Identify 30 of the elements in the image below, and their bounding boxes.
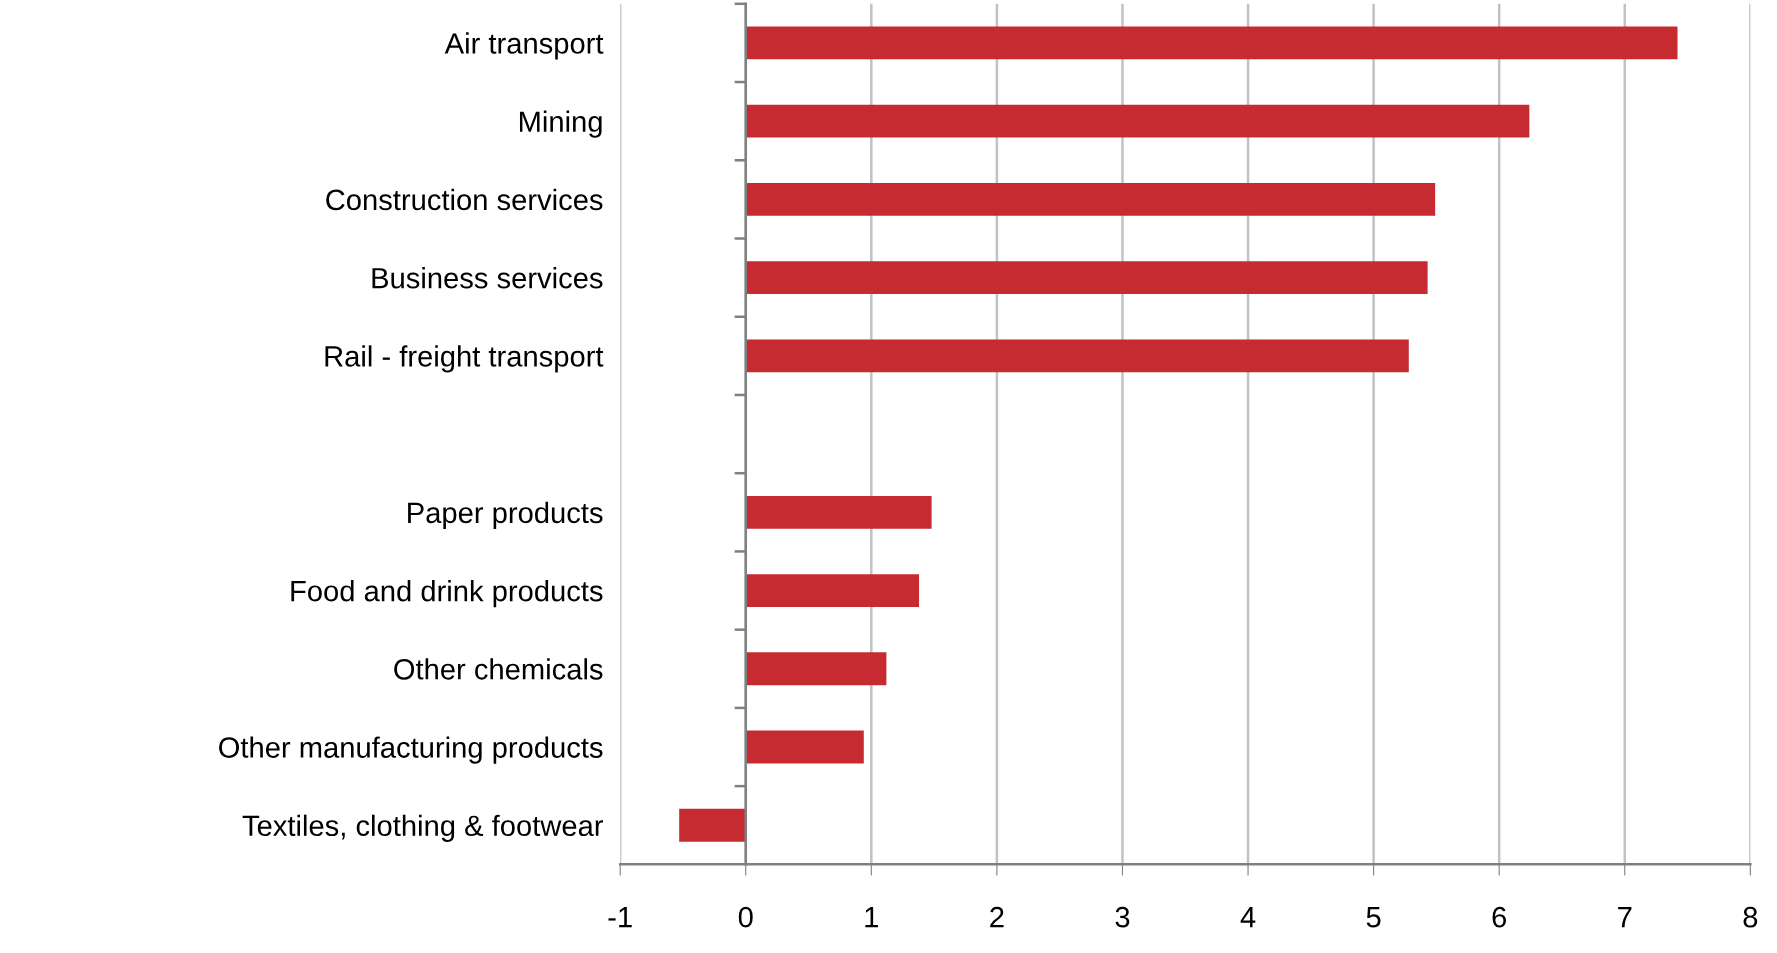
x-tick-label: -1 — [608, 907, 632, 928]
x-tick-label: 3 — [1115, 906, 1130, 928]
x-tick-label: 6 — [1492, 906, 1507, 928]
bar — [745, 730, 864, 764]
y-tick-label: Paper products — [408, 501, 603, 529]
y-tick-label: Business services — [372, 267, 603, 289]
bar — [745, 339, 1409, 373]
y-tick-label: Food and drink products — [291, 579, 603, 608]
x-tick-label: 8 — [1743, 906, 1758, 928]
y-tick-label: Other manufacturing products — [219, 736, 603, 764]
bar — [745, 26, 1678, 60]
bar — [745, 574, 920, 607]
bar — [745, 104, 1530, 138]
y-tick-label: Mining — [519, 110, 602, 138]
x-tick-label: 7 — [1618, 907, 1632, 928]
y-tick-label: Air transport — [444, 32, 604, 60]
bar — [745, 652, 887, 686]
y-tick-label: Construction services — [326, 188, 603, 211]
x-tick-label: 0 — [738, 906, 753, 928]
y-tick-label: Other chemicals — [394, 658, 603, 680]
bar — [745, 182, 1436, 216]
y-tick-label: Textiles, clothing & footwear — [242, 814, 604, 842]
x-tick-label: 5 — [1366, 907, 1381, 928]
x-tick-label: 4 — [1240, 907, 1256, 928]
bar — [679, 808, 746, 842]
y-tick-label: Rail - freight transport — [325, 345, 604, 373]
x-tick-label: 2 — [990, 906, 1004, 928]
x-tick-label: 1 — [865, 907, 879, 928]
bar — [745, 495, 932, 529]
bar — [745, 261, 1428, 295]
